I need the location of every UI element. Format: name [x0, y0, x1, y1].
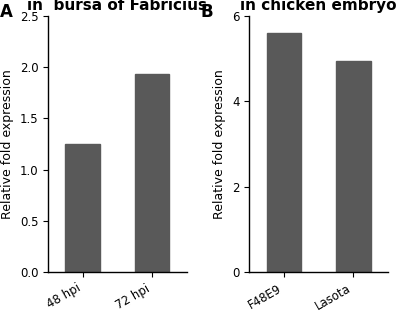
Text: A: A — [0, 3, 12, 21]
Y-axis label: Relative fold expression: Relative fold expression — [1, 69, 14, 219]
Bar — [266, 33, 301, 272]
Title: SOCS3 expression
in chicken embryo: SOCS3 expression in chicken embryo — [240, 0, 397, 13]
Y-axis label: Relative fold expression: Relative fold expression — [214, 69, 226, 219]
Bar — [336, 61, 371, 272]
Title: SOCS3 expression
in  bursa of Fabricius: SOCS3 expression in bursa of Fabricius — [27, 0, 207, 13]
Text: B: B — [201, 3, 213, 21]
Bar — [65, 144, 100, 272]
Bar — [135, 74, 170, 272]
